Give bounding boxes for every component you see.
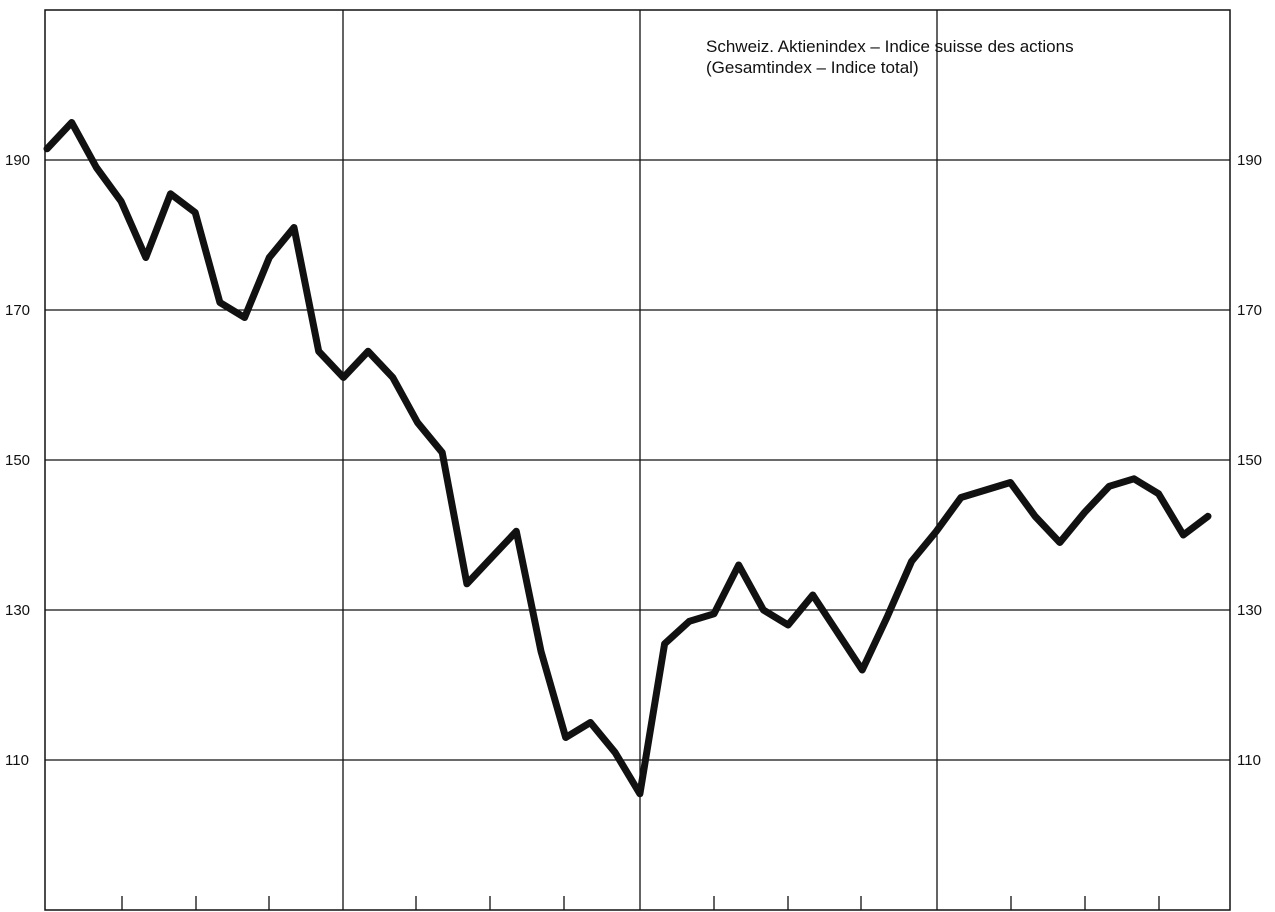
data-point [565, 737, 567, 738]
y-tick-label-right: 150 [1237, 452, 1262, 469]
y-tick-label-left: 130 [5, 602, 30, 619]
data-point [318, 350, 320, 352]
data-point [762, 609, 764, 611]
data-point [540, 650, 542, 652]
data-point [293, 227, 295, 228]
data-point [614, 752, 616, 753]
data-point [95, 167, 97, 168]
y-tick-label-left: 150 [5, 452, 30, 469]
data-point [861, 669, 863, 671]
y-tick-label-right: 190 [1237, 152, 1262, 169]
data-point [886, 617, 888, 618]
data-point [911, 560, 913, 562]
data-point [219, 302, 221, 303]
data-point [787, 624, 789, 626]
y-axis-labels: 110 110 130 130 150 150 170 170 190 190 [5, 152, 1262, 769]
data-point [515, 530, 517, 532]
y-tick-label-left: 110 [5, 752, 29, 769]
data-point [1034, 515, 1036, 517]
data-point [46, 148, 48, 150]
data-point [491, 557, 493, 558]
data-point [1084, 512, 1085, 513]
data-point [268, 257, 270, 258]
data-point [639, 793, 641, 795]
data-points [46, 122, 1209, 795]
data-point [342, 377, 344, 378]
data-point [664, 643, 666, 645]
data-point [812, 594, 814, 596]
data-point [71, 122, 73, 123]
data-point [417, 422, 418, 423]
grid-lines [45, 10, 1230, 910]
data-point [145, 257, 147, 258]
data-point [738, 564, 740, 566]
y-tick-label-right: 130 [1237, 602, 1262, 619]
data-point [367, 350, 369, 352]
data-point [466, 583, 468, 585]
data-point [392, 377, 394, 378]
data-point [120, 200, 122, 202]
data-point [1009, 482, 1011, 483]
data-point [589, 722, 591, 723]
data-point [935, 530, 937, 532]
y-tick-label-left: 190 [5, 152, 30, 169]
data-point [1059, 542, 1061, 543]
chart-subtitle: (Gesamtindex – Indice total) [706, 58, 919, 77]
data-point [194, 212, 196, 213]
data-point [244, 317, 246, 318]
chart-title: Schweiz. Aktienindex – Indice suisse des… [706, 37, 1074, 56]
series-line [43, 119, 1212, 798]
data-point [1182, 534, 1184, 536]
y-tick-label-right: 110 [1237, 752, 1261, 769]
data-point [1158, 493, 1160, 495]
data-point [837, 632, 838, 633]
x-axis-ticks [121, 896, 1160, 910]
data-point [688, 620, 690, 622]
y-tick-label-right: 170 [1237, 302, 1262, 319]
data-point [1207, 515, 1209, 517]
data-point [1133, 478, 1135, 480]
data-point [713, 613, 715, 615]
data-point [1108, 485, 1110, 487]
y-tick-label-left: 170 [5, 302, 30, 319]
data-point [441, 452, 443, 453]
data-point [985, 489, 987, 491]
data-point [170, 193, 171, 195]
data-point [960, 497, 962, 498]
